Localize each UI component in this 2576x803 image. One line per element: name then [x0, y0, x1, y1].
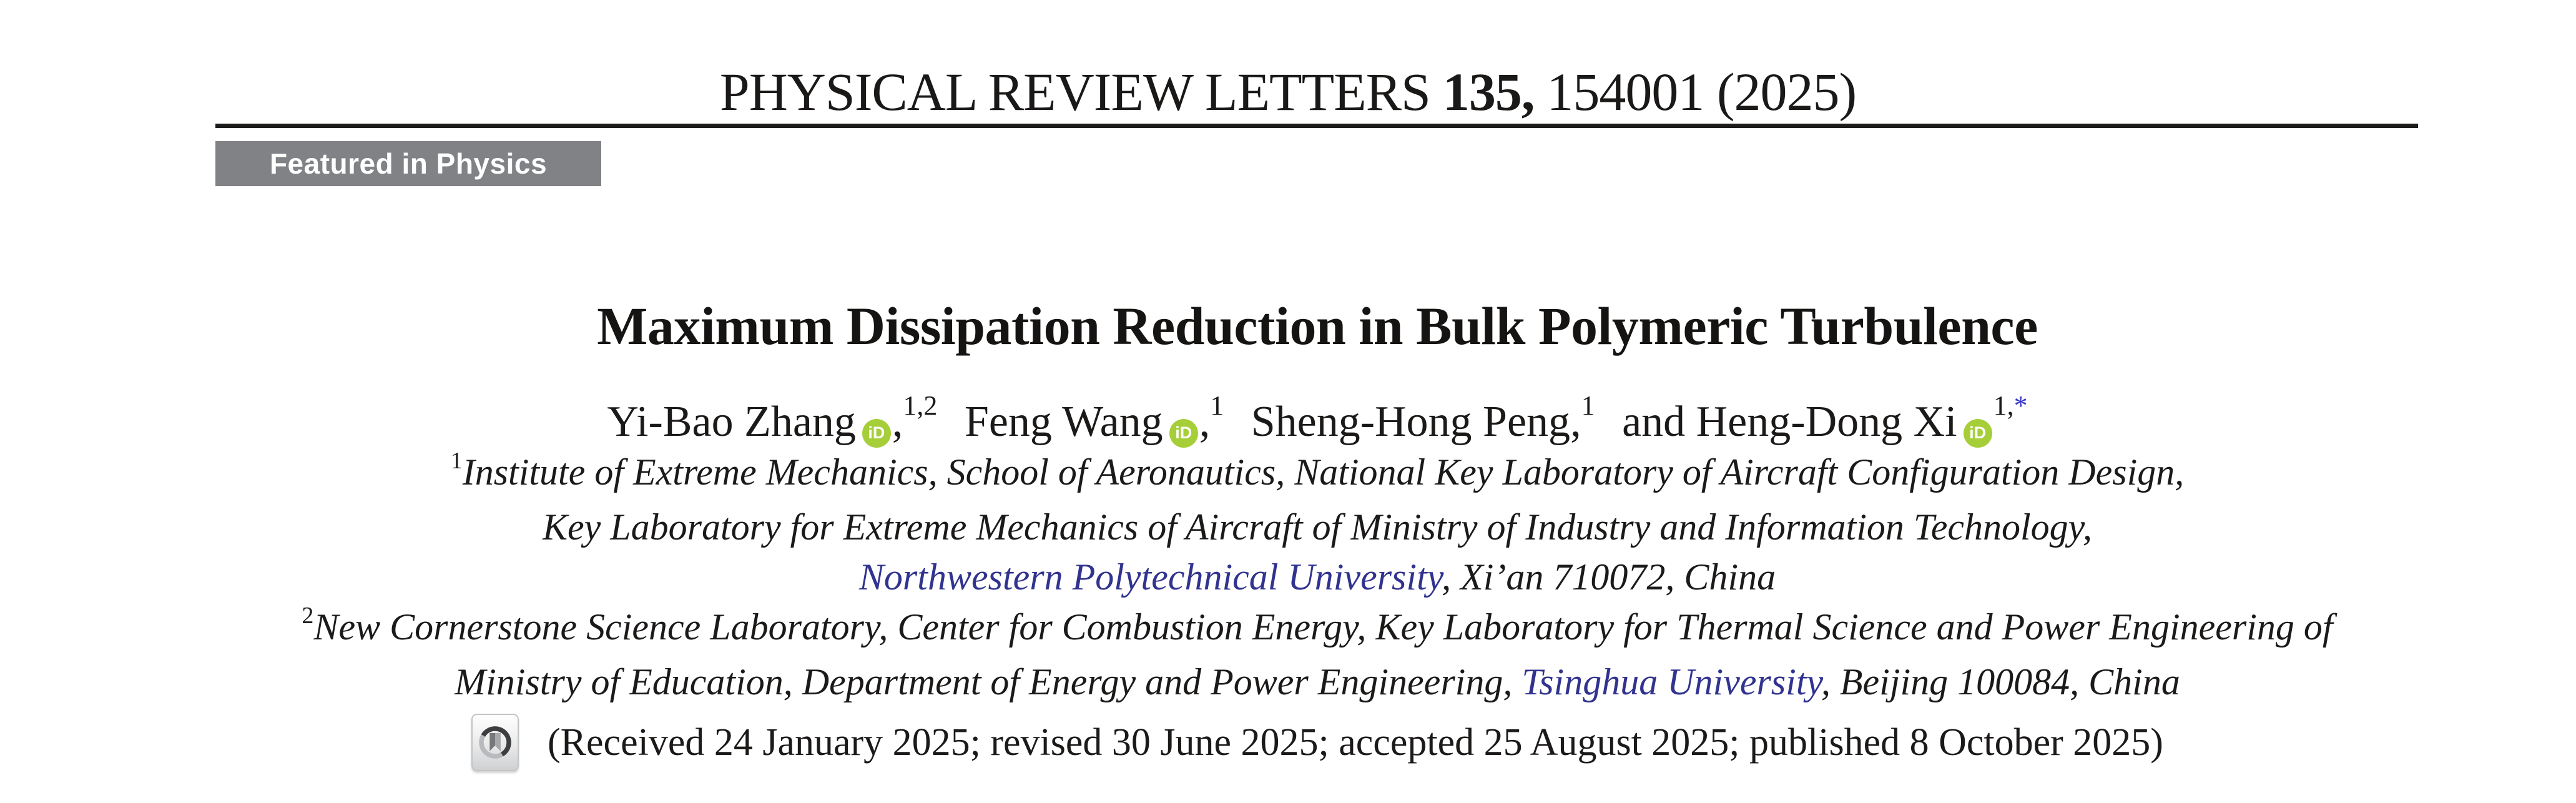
author-group: Feng Wang iD ,1: [964, 390, 1224, 448]
author-group: Sheng-Hong Peng,1: [1251, 390, 1595, 446]
affiliation-text: , Beijing 100084, China: [1821, 661, 2180, 702]
affiliation-marker: 1: [450, 448, 463, 474]
author-name: Feng Wang: [964, 398, 1163, 446]
crossmark-button[interactable]: [471, 714, 519, 771]
history-row: (Received 24 January 2025; revised 30 Ju…: [215, 708, 2419, 777]
author-comma: ,: [1570, 398, 1581, 446]
author-line: Yi-Bao Zhang iD ,1,2 Feng Wang iD ,1 Sheng-H…: [215, 390, 2419, 448]
author-superscript: 1,2: [903, 390, 938, 421]
affiliation-text: Institute of Extreme Mechanics, School o…: [462, 451, 2185, 493]
orcid-icon-label: iD: [1969, 423, 1987, 442]
affiliation-text: Ministry of Education, Department of Ene…: [455, 661, 1522, 702]
author-comma: ,: [892, 398, 903, 446]
affiliation-link-npu[interactable]: Northwestern Polytechnical University: [858, 556, 1442, 598]
journal-name: PHYSICAL REVIEW LETTERS: [719, 62, 1431, 122]
author-superscript-number: 1,: [1993, 390, 2014, 421]
author-name: Sheng-Hong Peng: [1251, 398, 1571, 446]
orcid-icon[interactable]: iD: [1169, 418, 1198, 448]
paper-title: Maximum Dissipation Reduction in Bulk Po…: [597, 296, 2038, 356]
orcid-icon[interactable]: iD: [862, 418, 891, 448]
author-superscript: 1,*: [1993, 390, 2028, 421]
journal-volume: 135,: [1442, 62, 1535, 122]
journal-header: PHYSICAL REVIEW LETTERS 135, 154001 (2025): [0, 62, 2576, 122]
author-group: and Heng-Dong Xi iD 1,*: [1622, 390, 2028, 448]
affiliation-line: Ministry of Education, Department of Ene…: [215, 657, 2419, 707]
affiliation-line: 2New Cornerstone Science Laboratory, Cen…: [215, 602, 2419, 657]
orcid-icon-label: iD: [1175, 423, 1192, 442]
orcid-icon[interactable]: iD: [1963, 418, 1992, 448]
affiliation-line: Northwestern Polytechnical University, X…: [215, 552, 2419, 602]
affiliation-text: , Xi’an 710072, China: [1442, 556, 1776, 598]
affiliation-text: New Cornerstone Science Laboratory, Cent…: [313, 606, 2333, 648]
affiliation-line: 1Institute of Extreme Mechanics, School …: [215, 447, 2419, 502]
author-superscript: 1: [1581, 390, 1595, 421]
author-name: Yi-Bao Zhang: [607, 398, 856, 446]
header-rule: [215, 124, 2418, 128]
affiliation-line: Key Laboratory for Extreme Mechanics of …: [215, 502, 2419, 552]
featured-in-physics-badge[interactable]: Featured in Physics: [215, 141, 601, 186]
affiliation-text: Key Laboratory for Extreme Mechanics of …: [542, 506, 2092, 548]
history-text: (Received 24 January 2025; revised 30 Ju…: [548, 721, 2163, 764]
orcid-icon-label: iD: [868, 423, 885, 442]
affiliation-link-tsinghua[interactable]: Tsinghua University: [1522, 661, 1821, 702]
author-group: Yi-Bao Zhang iD ,1,2: [607, 390, 937, 448]
author-superscript: 1: [1210, 390, 1224, 421]
author-comma: ,: [1199, 398, 1211, 446]
featured-badge-label: Featured in Physics: [269, 147, 548, 180]
corresponding-author-star[interactable]: *: [2013, 390, 2028, 421]
affiliation-marker: 2: [302, 603, 314, 629]
affiliations: 1Institute of Extreme Mechanics, School …: [215, 447, 2419, 707]
crossmark-icon: [479, 726, 511, 759]
journal-issue-info: 154001 (2025): [1546, 62, 1857, 122]
author-name: and Heng-Dong Xi: [1622, 398, 1957, 446]
